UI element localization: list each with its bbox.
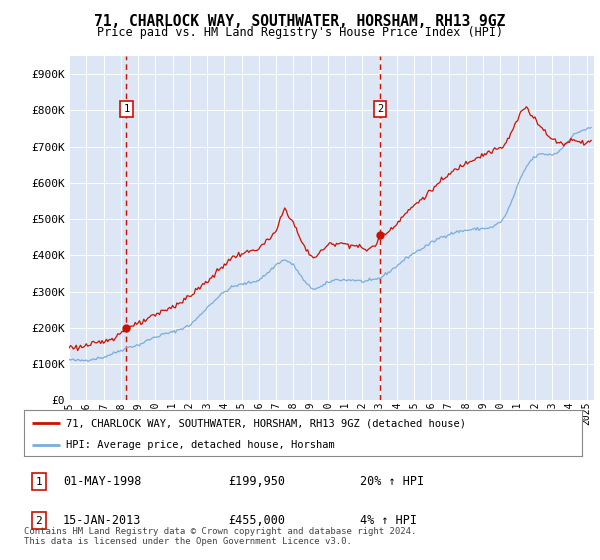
- Text: 15-JAN-2013: 15-JAN-2013: [63, 514, 142, 528]
- Text: 71, CHARLOCK WAY, SOUTHWATER, HORSHAM, RH13 9GZ (detached house): 71, CHARLOCK WAY, SOUTHWATER, HORSHAM, R…: [66, 418, 466, 428]
- Text: 2: 2: [35, 516, 43, 526]
- Text: £455,000: £455,000: [228, 514, 285, 528]
- Text: 4% ↑ HPI: 4% ↑ HPI: [360, 514, 417, 528]
- Text: 01-MAY-1998: 01-MAY-1998: [63, 475, 142, 488]
- Text: Contains HM Land Registry data © Crown copyright and database right 2024.
This d: Contains HM Land Registry data © Crown c…: [24, 526, 416, 546]
- Text: 71, CHARLOCK WAY, SOUTHWATER, HORSHAM, RH13 9GZ: 71, CHARLOCK WAY, SOUTHWATER, HORSHAM, R…: [94, 14, 506, 29]
- Text: 1: 1: [124, 104, 130, 114]
- Text: Price paid vs. HM Land Registry's House Price Index (HPI): Price paid vs. HM Land Registry's House …: [97, 26, 503, 39]
- Text: £199,950: £199,950: [228, 475, 285, 488]
- Text: 2: 2: [377, 104, 383, 114]
- Text: HPI: Average price, detached house, Horsham: HPI: Average price, detached house, Hors…: [66, 440, 335, 450]
- Text: 20% ↑ HPI: 20% ↑ HPI: [360, 475, 424, 488]
- Text: 1: 1: [35, 477, 43, 487]
